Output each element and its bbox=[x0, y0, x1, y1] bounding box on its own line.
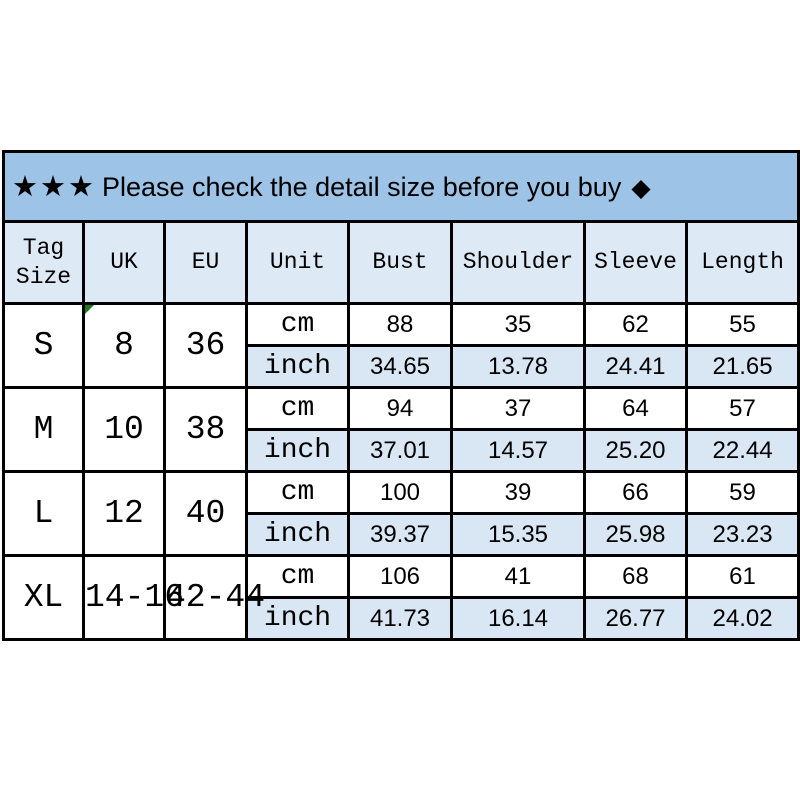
sleeve-cm-value: 64 bbox=[583, 386, 688, 431]
table-row-s-inch: inch 34.65 13.78 24.41 21.65 bbox=[4, 344, 800, 389]
table-row-xl-cm: XL 14-16 42-44 cm 106 41 68 61 bbox=[2, 554, 800, 641]
table-row-l-inch: inch 39.37 15.35 25.98 23.23 bbox=[4, 512, 800, 557]
banner: ★★★ Please check the detail size before y… bbox=[1, 150, 800, 223]
unit-cm-label: cm bbox=[245, 302, 350, 347]
length-cm-value: 59 bbox=[684, 470, 800, 515]
eu-cell: 36 bbox=[163, 302, 248, 389]
shoulder-inch-value: 16.14 bbox=[450, 596, 586, 641]
size-cell: L bbox=[2, 470, 85, 557]
eu-cell: 40 bbox=[163, 470, 248, 557]
bust-cm-value: 88 bbox=[347, 302, 453, 347]
length-cm-value: 61 bbox=[684, 554, 800, 599]
sleeve-inch-value: 25.20 bbox=[583, 428, 688, 473]
length-inch-value: 22.44 bbox=[684, 428, 800, 473]
col-header-shoulder: Shoulder bbox=[450, 220, 586, 305]
diamond-icon: ◆ bbox=[631, 174, 651, 202]
table-row-xl-inch: inch 41.73 16.14 26.77 24.02 bbox=[4, 596, 800, 641]
col-header-bust: Bust bbox=[347, 220, 453, 305]
shoulder-cm-value: 41 bbox=[450, 554, 586, 599]
sleeve-cm-value: 68 bbox=[583, 554, 688, 599]
length-cm-value: 57 bbox=[684, 386, 800, 431]
unit-inch-label: inch bbox=[245, 596, 350, 641]
shoulder-inch-value: 14.57 bbox=[450, 428, 586, 473]
col-header-tag-size: Tag Size bbox=[2, 220, 85, 305]
size-cell: M bbox=[2, 386, 85, 473]
shoulder-cm-value: 37 bbox=[450, 386, 586, 431]
uk-cell: 12 bbox=[82, 470, 166, 557]
sleeve-cm-value: 66 bbox=[583, 470, 688, 515]
uk-cell: 10 bbox=[82, 386, 166, 473]
banner-row: ★★★ Please check the detail size before y… bbox=[1, 150, 800, 223]
col-header-sleeve: Sleeve bbox=[583, 220, 688, 305]
col-header-eu: EU bbox=[163, 220, 248, 305]
shoulder-cm-value: 39 bbox=[450, 470, 586, 515]
sleeve-inch-value: 25.98 bbox=[583, 512, 688, 557]
stars-icon: ★★★ bbox=[12, 171, 96, 203]
bust-inch-value: 37.01 bbox=[347, 428, 453, 473]
unit-inch-label: inch bbox=[245, 512, 350, 557]
table-row-m-inch: inch 37.01 14.57 25.20 22.44 bbox=[4, 428, 800, 473]
length-inch-value: 23.23 bbox=[684, 512, 800, 557]
uk-cell: 14-16 bbox=[82, 554, 184, 641]
bust-cm-value: 94 bbox=[347, 386, 453, 431]
bust-cm-value: 106 bbox=[347, 554, 453, 599]
unit-inch-label: inch bbox=[245, 344, 350, 389]
sleeve-cm-value: 62 bbox=[583, 302, 688, 347]
table-header-row: Tag Size UK EU Unit Bust Shoulder Sleeve… bbox=[2, 220, 800, 305]
size-cell: S bbox=[2, 302, 85, 389]
shoulder-inch-value: 13.78 bbox=[450, 344, 586, 389]
sleeve-inch-value: 26.77 bbox=[583, 596, 688, 641]
eu-cell: 38 bbox=[163, 386, 248, 473]
bust-inch-value: 41.73 bbox=[347, 596, 453, 641]
shoulder-cm-value: 35 bbox=[450, 302, 586, 347]
table-row-s-cm: S 8 36 cm 88 35 62 55 bbox=[2, 302, 800, 389]
shoulder-inch-value: 15.35 bbox=[450, 512, 586, 557]
length-inch-value: 21.65 bbox=[684, 344, 800, 389]
col-header-uk: UK bbox=[82, 220, 166, 305]
table-row-m-cm: M 10 38 cm 94 37 64 57 bbox=[2, 386, 800, 473]
unit-inch-label: inch bbox=[245, 428, 350, 473]
unit-cm-label: cm bbox=[245, 554, 350, 599]
bust-cm-value: 100 bbox=[347, 470, 453, 515]
sleeve-inch-value: 24.41 bbox=[583, 344, 688, 389]
table-row-l-cm: L 12 40 cm 100 39 66 59 bbox=[2, 470, 800, 557]
cell-error-indicator-triangle bbox=[85, 305, 94, 314]
length-cm-value: 55 bbox=[684, 302, 800, 347]
eu-cell: 42-44 bbox=[163, 554, 265, 641]
bust-inch-value: 34.65 bbox=[347, 344, 453, 389]
bust-inch-value: 39.37 bbox=[347, 512, 453, 557]
length-inch-value: 24.02 bbox=[684, 596, 800, 641]
size-cell: XL bbox=[2, 554, 85, 641]
uk-cell: 8 bbox=[82, 302, 166, 389]
col-header-length: Length bbox=[684, 220, 800, 305]
banner-text: Please check the detail size before you … bbox=[102, 172, 622, 202]
uk-value: 8 bbox=[114, 327, 134, 364]
col-header-unit: Unit bbox=[245, 220, 350, 305]
unit-cm-label: cm bbox=[245, 386, 350, 431]
unit-cm-label: cm bbox=[245, 470, 350, 515]
size-chart-table: ★★★ Please check the detail size before y… bbox=[1, 150, 800, 641]
